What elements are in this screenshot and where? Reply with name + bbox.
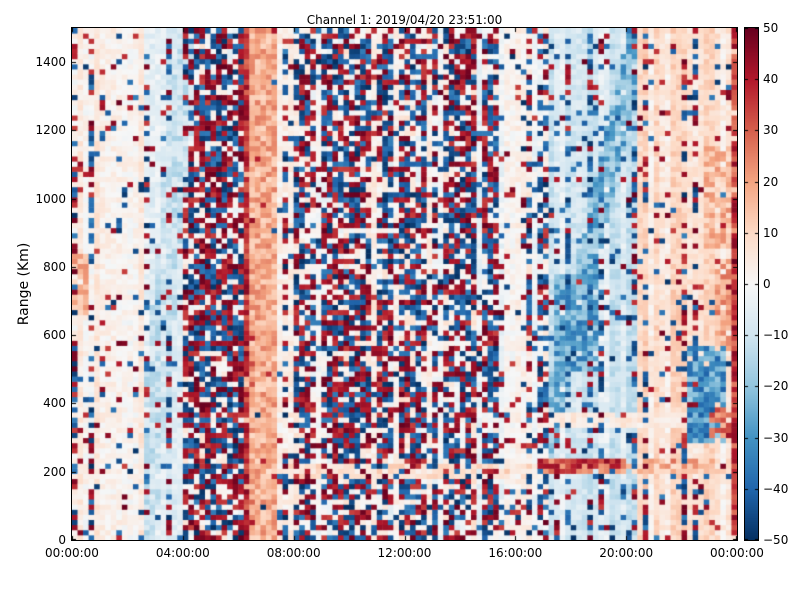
y-tick-label: 800 [43, 259, 66, 274]
plot-area [71, 27, 738, 541]
x-tick-label: 00:00:00 [45, 546, 99, 560]
y-tick-label: 400 [43, 396, 66, 411]
y-tick-label: 1200 [35, 123, 66, 138]
colorbar-canvas [745, 28, 758, 540]
x-tick-label: 08:00:00 [266, 546, 321, 560]
y-axis-label: Range (Km) [16, 242, 32, 326]
colorbar-tick-label: 50 [763, 21, 779, 35]
x-tick-label: 16:00:00 [488, 546, 543, 560]
colorbar [744, 27, 759, 541]
x-tick-label: 04:00:00 [155, 546, 210, 560]
colorbar-tick-label: 20 [763, 174, 779, 189]
x-tick-label: 20:00:00 [599, 546, 654, 560]
colorbar-tick-label: 30 [763, 123, 779, 138]
heatmap-canvas [72, 28, 737, 540]
colorbar-tick-label: 0 [763, 277, 771, 291]
colorbar-tick-label: 40 [763, 72, 779, 87]
colorbar-tick-label: −20 [763, 379, 789, 394]
y-tick-label: 1400 [35, 55, 66, 70]
x-tick-label: 12:00:00 [377, 546, 432, 560]
x-tick-label: 00:00:00 [710, 546, 764, 560]
y-tick-label: 200 [43, 464, 66, 479]
colorbar-tick-label: −40 [763, 481, 789, 496]
chart-title: Channel 1: 2019/04/20 23:51:00 [306, 13, 503, 27]
y-tick-label: 0 [58, 533, 66, 547]
colorbar-tick-label: −30 [763, 430, 789, 445]
y-tick-label: 600 [43, 328, 66, 343]
colorbar-tick-label: 10 [763, 225, 779, 240]
y-tick-label: 1000 [35, 191, 66, 206]
colorbar-tick-label: −50 [763, 533, 789, 547]
colorbar-tick-label: −10 [763, 328, 789, 343]
